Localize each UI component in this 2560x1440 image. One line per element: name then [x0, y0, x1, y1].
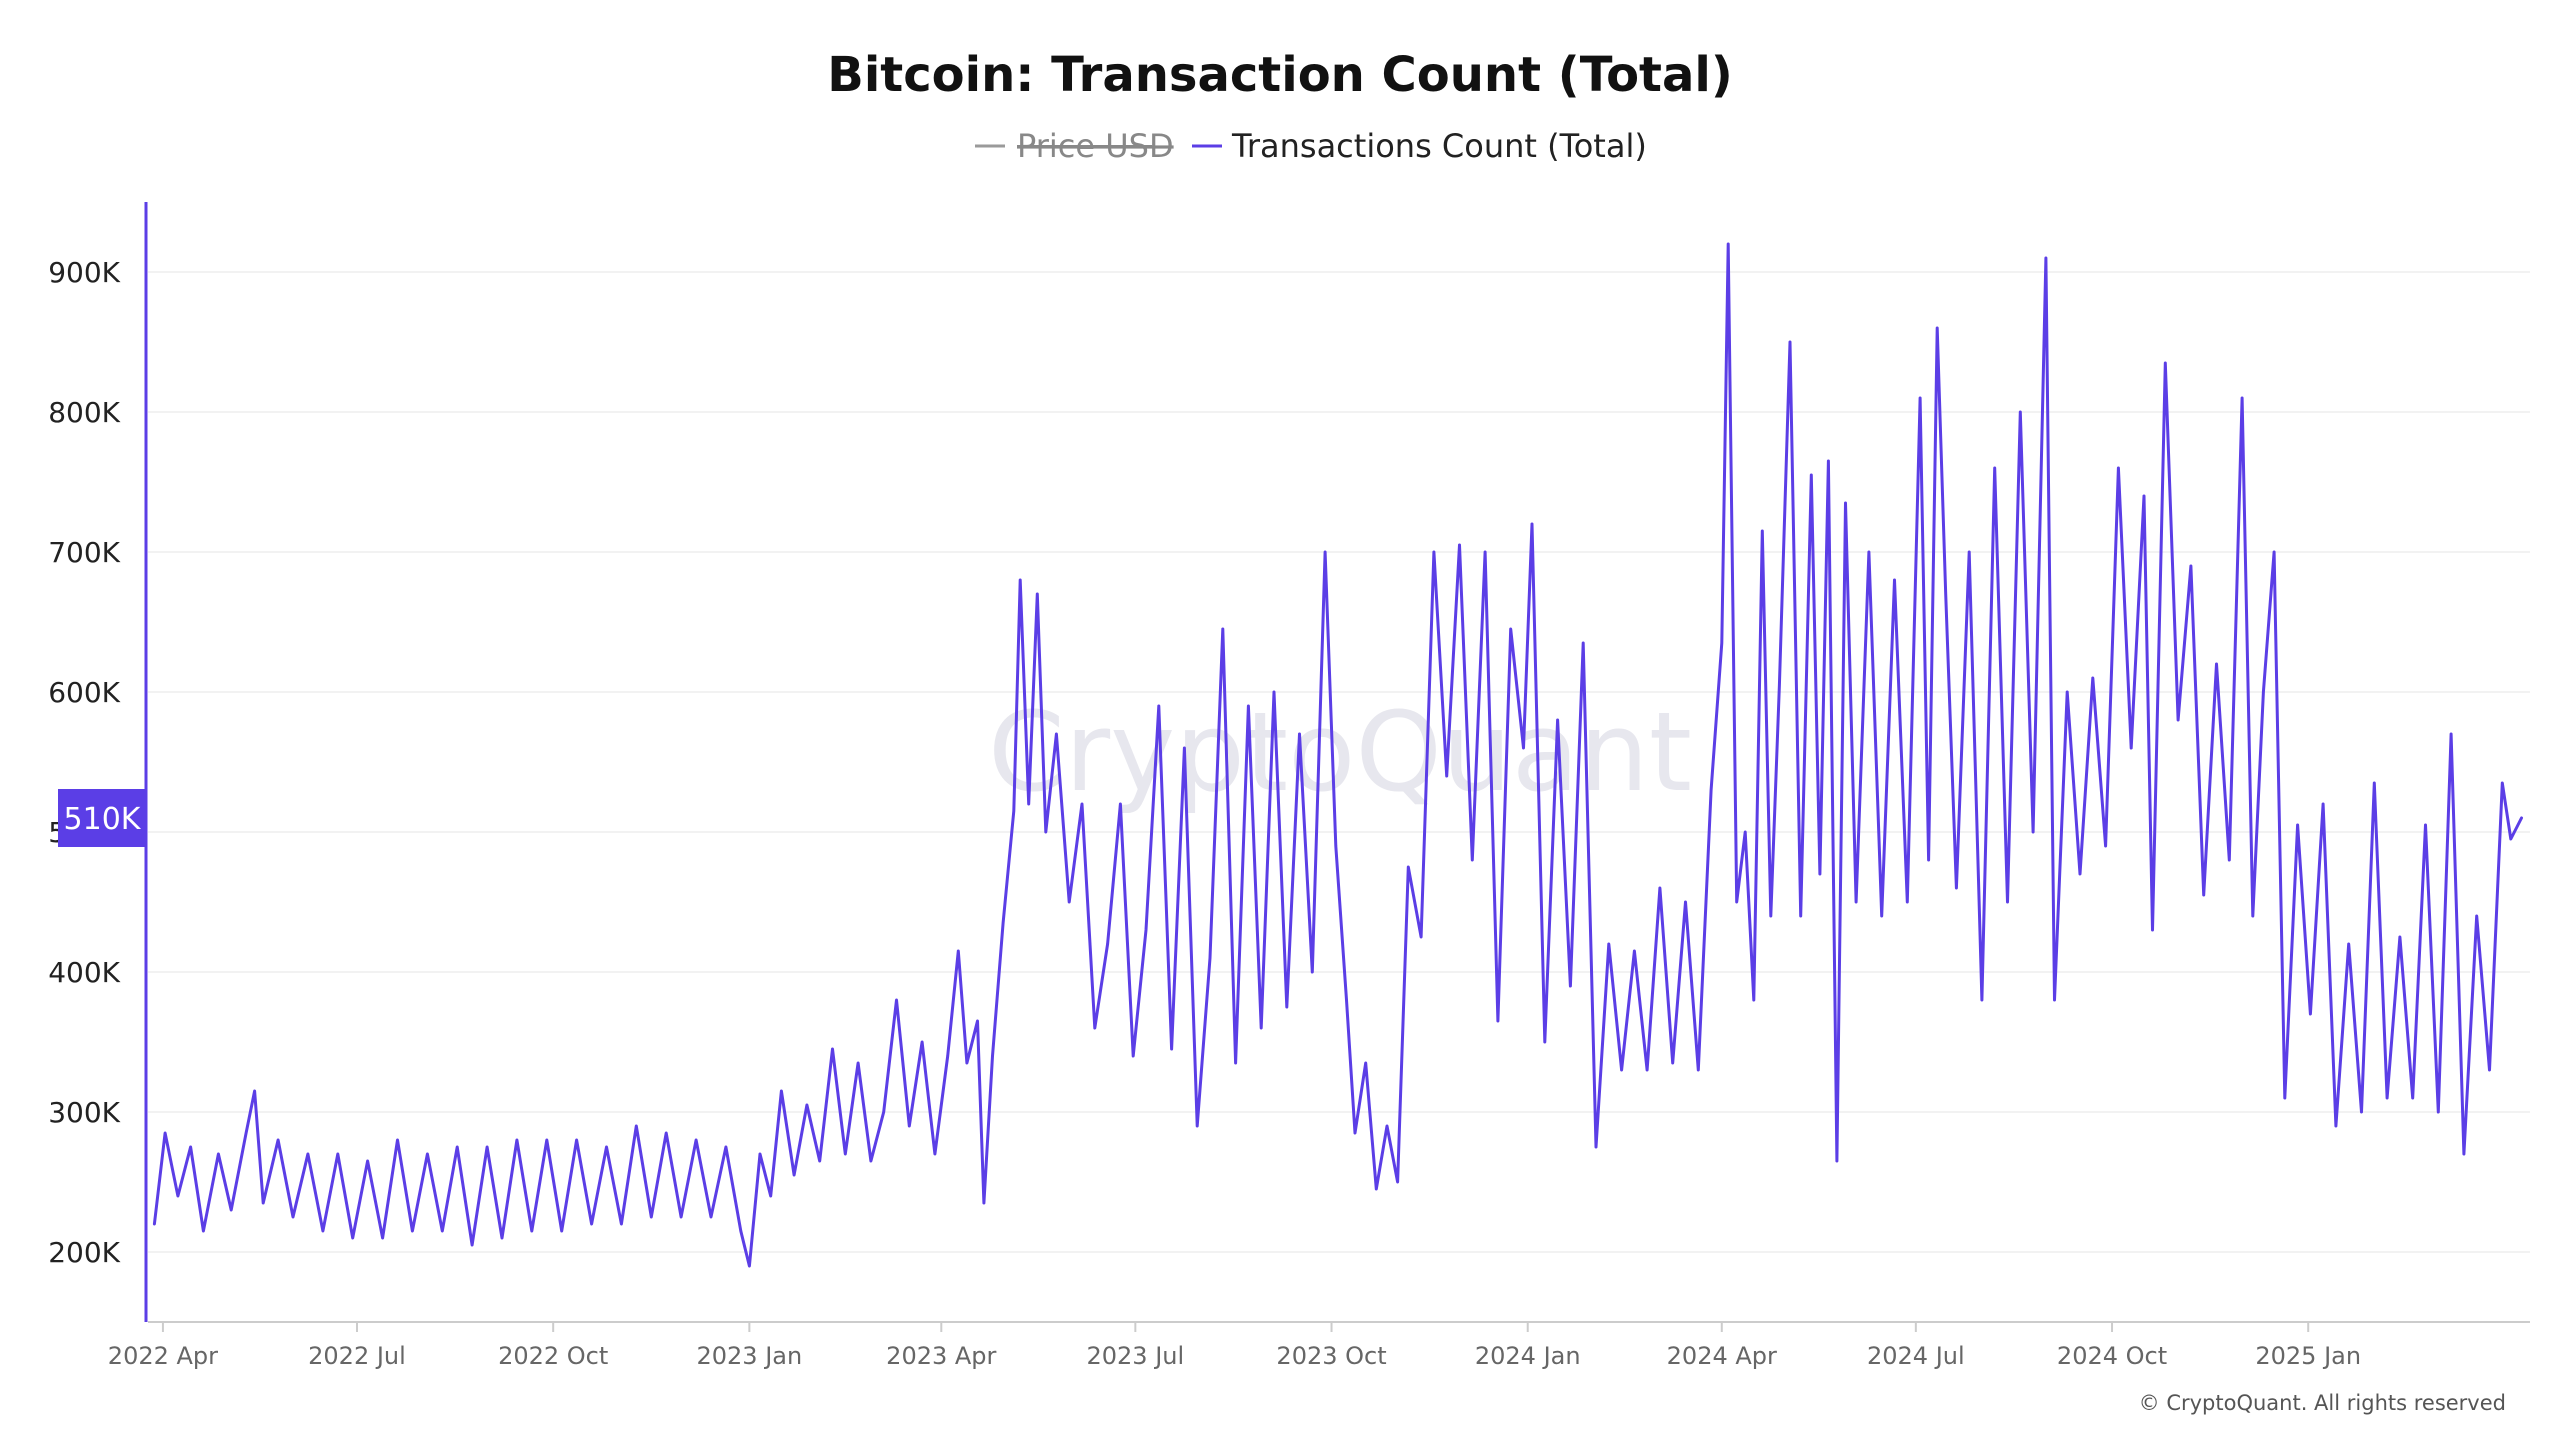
legend: Price USD Transactions Count (Total): [975, 127, 1647, 165]
y-tick-label: 200K: [48, 1236, 120, 1269]
x-tick-label: 2023 Oct: [1276, 1342, 1386, 1370]
x-tick-label: 2024 Jul: [1867, 1342, 1965, 1370]
legend-label-transactions: Transactions Count (Total): [1231, 127, 1647, 165]
series-line-transactions-count: [152, 242, 2523, 1268]
x-tick-label: 2024 Oct: [2057, 1342, 2167, 1370]
current-value-badge-bg: [58, 789, 146, 847]
y-tick-label: 800K: [48, 396, 120, 429]
x-tick-label: 2022 Jul: [308, 1342, 406, 1370]
x-tick-label: 2024 Jan: [1475, 1342, 1581, 1370]
x-tick-label: 2023 Apr: [886, 1342, 996, 1370]
x-tick-label: 2023 Jan: [697, 1342, 803, 1370]
current-value-label: 510K: [64, 802, 142, 837]
copyright-footer: © CryptoQuant. All rights reserved: [2139, 1391, 2506, 1415]
legend-item-transactions[interactable]: Transactions Count (Total): [1192, 127, 1647, 165]
x-tick-label: 2022 Apr: [108, 1342, 218, 1370]
x-tick-label: 2024 Apr: [1667, 1342, 1777, 1370]
legend-item-price-usd[interactable]: Price USD: [975, 127, 1174, 165]
x-axis: 2022 Apr 2022 Jul 2022 Oct 2023 Jan 2023 Apr…: [108, 1321, 2530, 1370]
y-tick-label: 900K: [48, 256, 120, 289]
current-value-badge: 510K: [58, 789, 146, 847]
x-tick-label: 2025 Jan: [2255, 1342, 2361, 1370]
y-tick-label: 400K: [48, 956, 120, 989]
x-tick-label: 2023 Jul: [1087, 1342, 1185, 1370]
chart-title: Bitcoin: Transaction Count (Total): [827, 47, 1733, 103]
watermark: CryptoQuant: [988, 688, 1692, 816]
y-axis: 200K300K400K500K600K700K800K900K: [48, 256, 120, 1269]
series-layer: [152, 242, 2523, 1268]
y-tick-label: 600K: [48, 676, 120, 709]
y-tick-label: 300K: [48, 1096, 120, 1129]
y-tick-label: 700K: [48, 536, 120, 569]
x-tick-label: 2022 Oct: [498, 1342, 608, 1370]
